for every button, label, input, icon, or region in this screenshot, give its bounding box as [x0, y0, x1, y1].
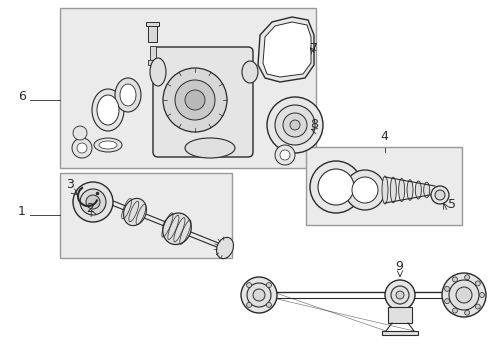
- Ellipse shape: [242, 61, 258, 83]
- Circle shape: [474, 281, 479, 286]
- FancyBboxPatch shape: [153, 47, 252, 157]
- Polygon shape: [263, 22, 310, 77]
- Bar: [146, 22, 159, 26]
- Ellipse shape: [389, 177, 395, 203]
- Circle shape: [266, 97, 323, 153]
- Circle shape: [479, 292, 484, 297]
- Circle shape: [455, 287, 471, 303]
- Text: 5: 5: [447, 198, 455, 211]
- Bar: [150, 46, 156, 62]
- Circle shape: [280, 150, 289, 160]
- Circle shape: [444, 299, 448, 303]
- Ellipse shape: [163, 213, 191, 244]
- Circle shape: [444, 286, 448, 291]
- Ellipse shape: [99, 141, 117, 149]
- Ellipse shape: [398, 179, 404, 202]
- Bar: [60, 173, 231, 258]
- Bar: [387, 307, 411, 323]
- Circle shape: [289, 120, 299, 130]
- Circle shape: [246, 302, 251, 307]
- Ellipse shape: [414, 181, 421, 199]
- Circle shape: [184, 90, 204, 110]
- Circle shape: [246, 283, 251, 288]
- Circle shape: [309, 161, 361, 213]
- Ellipse shape: [423, 182, 429, 198]
- Text: 7: 7: [309, 42, 317, 55]
- Text: 4: 4: [379, 130, 387, 143]
- Circle shape: [283, 113, 306, 137]
- Circle shape: [266, 302, 271, 307]
- Circle shape: [464, 310, 468, 315]
- Ellipse shape: [92, 89, 124, 131]
- Text: 8: 8: [309, 118, 317, 131]
- Circle shape: [434, 190, 444, 200]
- Circle shape: [448, 280, 478, 310]
- Text: 3: 3: [66, 178, 74, 191]
- Circle shape: [474, 304, 479, 309]
- Text: 1: 1: [18, 205, 26, 218]
- Bar: [305, 147, 461, 225]
- Circle shape: [345, 170, 384, 210]
- Circle shape: [86, 195, 100, 209]
- Circle shape: [384, 280, 414, 310]
- Circle shape: [77, 143, 87, 153]
- Circle shape: [274, 105, 314, 145]
- Ellipse shape: [120, 84, 136, 106]
- Circle shape: [395, 291, 403, 299]
- Circle shape: [451, 308, 457, 313]
- Ellipse shape: [123, 198, 146, 226]
- Circle shape: [451, 277, 457, 282]
- Ellipse shape: [150, 58, 165, 86]
- Ellipse shape: [406, 180, 412, 200]
- Circle shape: [80, 189, 106, 215]
- Circle shape: [175, 80, 215, 120]
- Ellipse shape: [184, 138, 235, 158]
- Circle shape: [252, 289, 264, 301]
- Circle shape: [441, 273, 485, 317]
- Circle shape: [464, 275, 468, 280]
- Text: 2: 2: [86, 202, 94, 215]
- Circle shape: [163, 68, 226, 132]
- Ellipse shape: [381, 176, 387, 204]
- Circle shape: [266, 283, 271, 288]
- Circle shape: [274, 145, 294, 165]
- Polygon shape: [258, 17, 313, 82]
- Circle shape: [317, 169, 353, 205]
- Ellipse shape: [216, 237, 233, 258]
- Bar: [60, 8, 315, 168]
- Circle shape: [430, 186, 448, 204]
- Bar: [381, 331, 417, 335]
- Ellipse shape: [115, 78, 141, 112]
- Circle shape: [246, 283, 270, 307]
- Bar: [148, 24, 157, 42]
- Circle shape: [73, 182, 113, 222]
- Bar: [148, 60, 158, 65]
- Circle shape: [73, 126, 87, 140]
- Circle shape: [72, 138, 92, 158]
- Circle shape: [241, 277, 276, 313]
- Text: 9: 9: [394, 260, 402, 273]
- Text: 6: 6: [18, 90, 26, 103]
- Ellipse shape: [94, 138, 122, 152]
- Circle shape: [390, 286, 408, 304]
- Circle shape: [351, 177, 377, 203]
- Ellipse shape: [97, 95, 119, 125]
